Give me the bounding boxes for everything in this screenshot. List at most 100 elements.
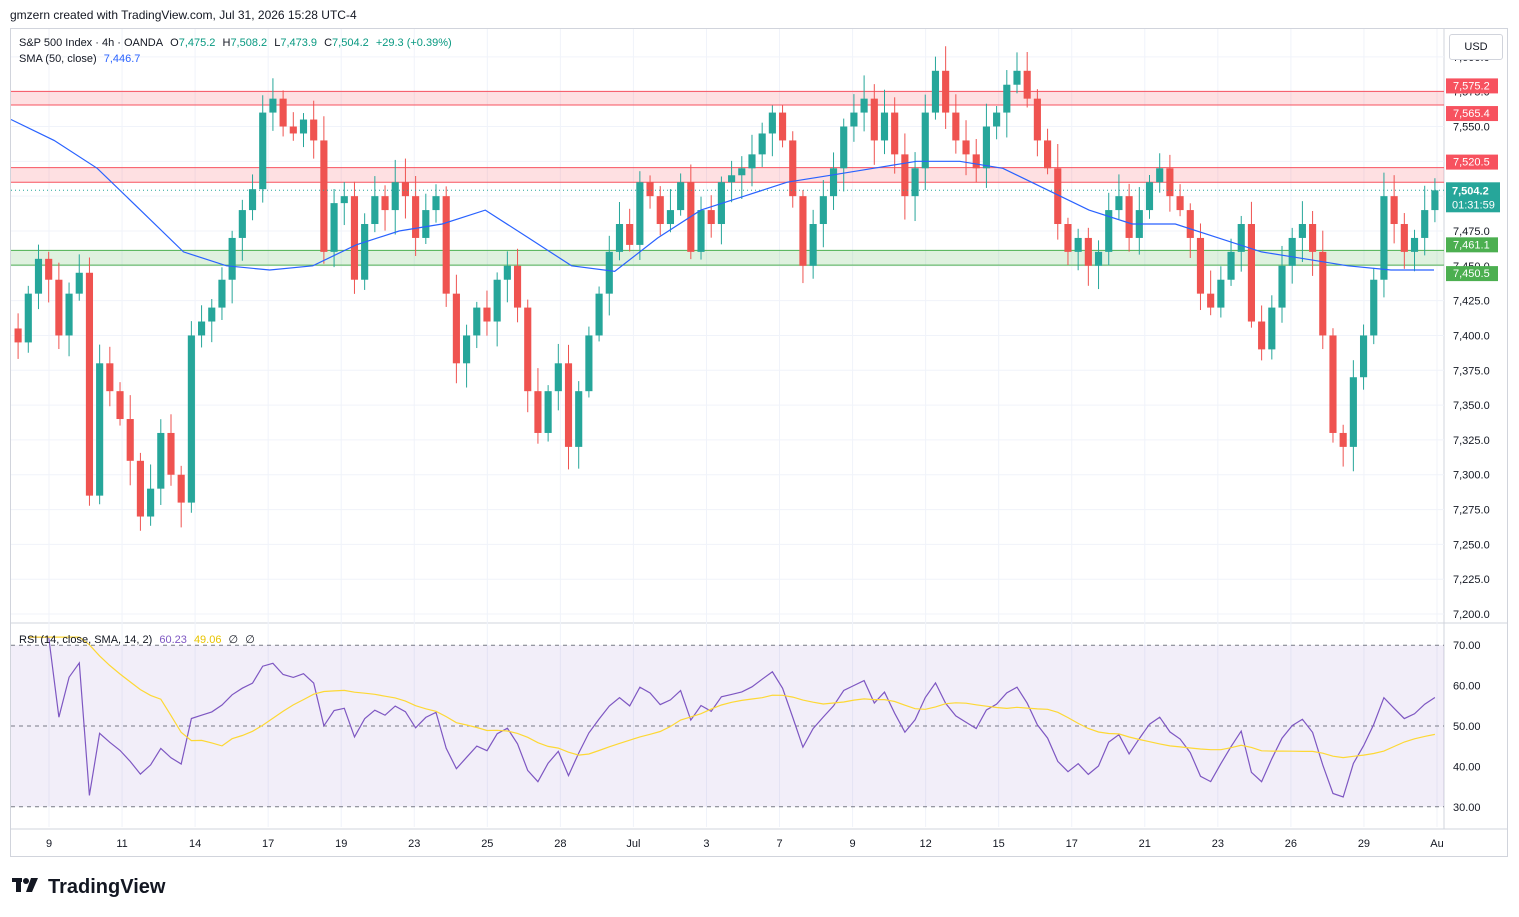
candle-up: [1003, 84, 1011, 113]
candle-down: [942, 70, 950, 113]
candle-up: [218, 279, 226, 308]
legend-close-label: C: [324, 37, 333, 49]
candle-up: [1105, 210, 1113, 252]
candle-down: [85, 272, 94, 496]
candle-down: [1033, 98, 1041, 141]
candle-up: [147, 488, 155, 517]
candle-up: [422, 210, 430, 238]
support-price-label-bg: [1446, 237, 1498, 253]
candle-down: [14, 328, 22, 343]
resistance-zone: [11, 167, 1444, 183]
candle-down: [55, 279, 63, 336]
candle-down: [126, 419, 134, 461]
chart-svg[interactable]: 7,600.07,575.07,550.07,525.07,500.07,475…: [11, 29, 1507, 856]
candle-up: [330, 203, 338, 252]
candle-down: [513, 265, 522, 308]
candle-up: [1013, 70, 1021, 85]
candle-up: [157, 432, 165, 489]
candle-up: [544, 391, 552, 433]
rsi-line: [28, 636, 1436, 798]
candle-down: [1390, 196, 1398, 225]
rsi-extra-2: ∅: [245, 634, 255, 646]
candle-up: [880, 112, 889, 141]
x-tick-label: 23: [408, 838, 420, 850]
candle-up: [1074, 237, 1082, 252]
x-tick-label: 3: [703, 838, 709, 850]
candle-up: [1380, 196, 1388, 280]
y-tick-label: 7,225.0: [1453, 574, 1490, 586]
candle-down: [1044, 140, 1052, 169]
x-tick-label: Jul: [626, 838, 640, 850]
candle-down: [626, 224, 634, 245]
y-tick-label: 7,325.0: [1453, 435, 1490, 447]
candle-up: [238, 210, 246, 238]
x-tick-label: 19: [335, 838, 347, 850]
y-tick-label: 7,350.0: [1453, 400, 1490, 412]
candle-up: [595, 293, 603, 336]
x-tick-label: 14: [189, 838, 201, 850]
x-tick-label: 7: [776, 838, 782, 850]
candle-up: [829, 168, 838, 197]
candle-up: [1298, 224, 1306, 238]
tradingview-logo-icon: [12, 876, 42, 899]
price-legend: S&P 500 Index · 4h · OANDA O7,475.2 H7,5…: [19, 37, 456, 49]
candle-down: [891, 112, 899, 155]
sma-value: 7,446.7: [103, 53, 141, 65]
currency-label: USD: [1464, 41, 1488, 53]
candle-up: [697, 210, 705, 252]
candle-up: [187, 335, 195, 503]
tradingview-logo[interactable]: TradingView: [12, 876, 165, 899]
candle-up: [809, 224, 817, 266]
candle-down: [1329, 335, 1337, 433]
resistance-price-label-bg: [1446, 78, 1498, 94]
candle-down: [289, 126, 297, 134]
candle-up: [605, 251, 613, 294]
candle-up: [921, 112, 929, 169]
candle-down: [1084, 237, 1092, 266]
y-tick-label: 7,300.0: [1453, 470, 1490, 482]
candle-up: [371, 196, 379, 225]
candle-down: [524, 307, 532, 392]
x-tick-label: 23: [1212, 838, 1224, 850]
rsi-tick-label: 40.00: [1453, 761, 1481, 773]
y-tick-label: 7,400.0: [1453, 330, 1490, 342]
candle-up: [65, 293, 73, 336]
x-tick-label: 17: [1066, 838, 1078, 850]
candle-down: [45, 258, 53, 280]
y-tick-label: 7,425.0: [1453, 296, 1490, 308]
candle-up: [34, 258, 43, 294]
candle-up: [768, 112, 776, 134]
x-tick-label: 12: [920, 838, 932, 850]
legend-close: 7,504.2: [332, 37, 369, 49]
candle-up: [259, 112, 267, 190]
legend-low: 7,473.9: [280, 37, 318, 49]
candle-down: [1339, 432, 1347, 447]
candle-up: [615, 224, 624, 252]
x-tick-label: 21: [1139, 838, 1151, 850]
candle-up: [1145, 182, 1154, 211]
candle-down: [901, 154, 909, 197]
candle-down: [1319, 251, 1327, 336]
y-tick-label: 7,475.0: [1453, 226, 1490, 238]
candle-down: [1309, 224, 1317, 252]
candle-down: [412, 196, 420, 238]
last-price-label: 7,504.2: [1452, 185, 1489, 197]
candle-down: [442, 196, 450, 294]
candle-down: [1400, 224, 1408, 252]
rsi-tick-label: 60.00: [1453, 681, 1481, 693]
candle-up: [1410, 237, 1419, 252]
candle-up: [463, 335, 471, 364]
candle-up: [473, 307, 481, 336]
chart-frame[interactable]: 7,600.07,575.07,550.07,525.07,500.07,475…: [10, 28, 1508, 857]
currency-button[interactable]: USD: [1449, 34, 1503, 60]
candle-down: [483, 307, 491, 322]
candle-down: [962, 140, 970, 155]
candle-up: [738, 168, 746, 176]
candle-down: [1176, 196, 1184, 211]
candle-down: [116, 391, 124, 420]
resistance-zone: [11, 91, 1444, 106]
sma-legend: SMA (50, close) 7,446.7: [19, 53, 144, 65]
countdown-label: 01:31:59: [1452, 199, 1495, 211]
candle-up: [677, 182, 685, 211]
x-tick-label: 17: [262, 838, 274, 850]
